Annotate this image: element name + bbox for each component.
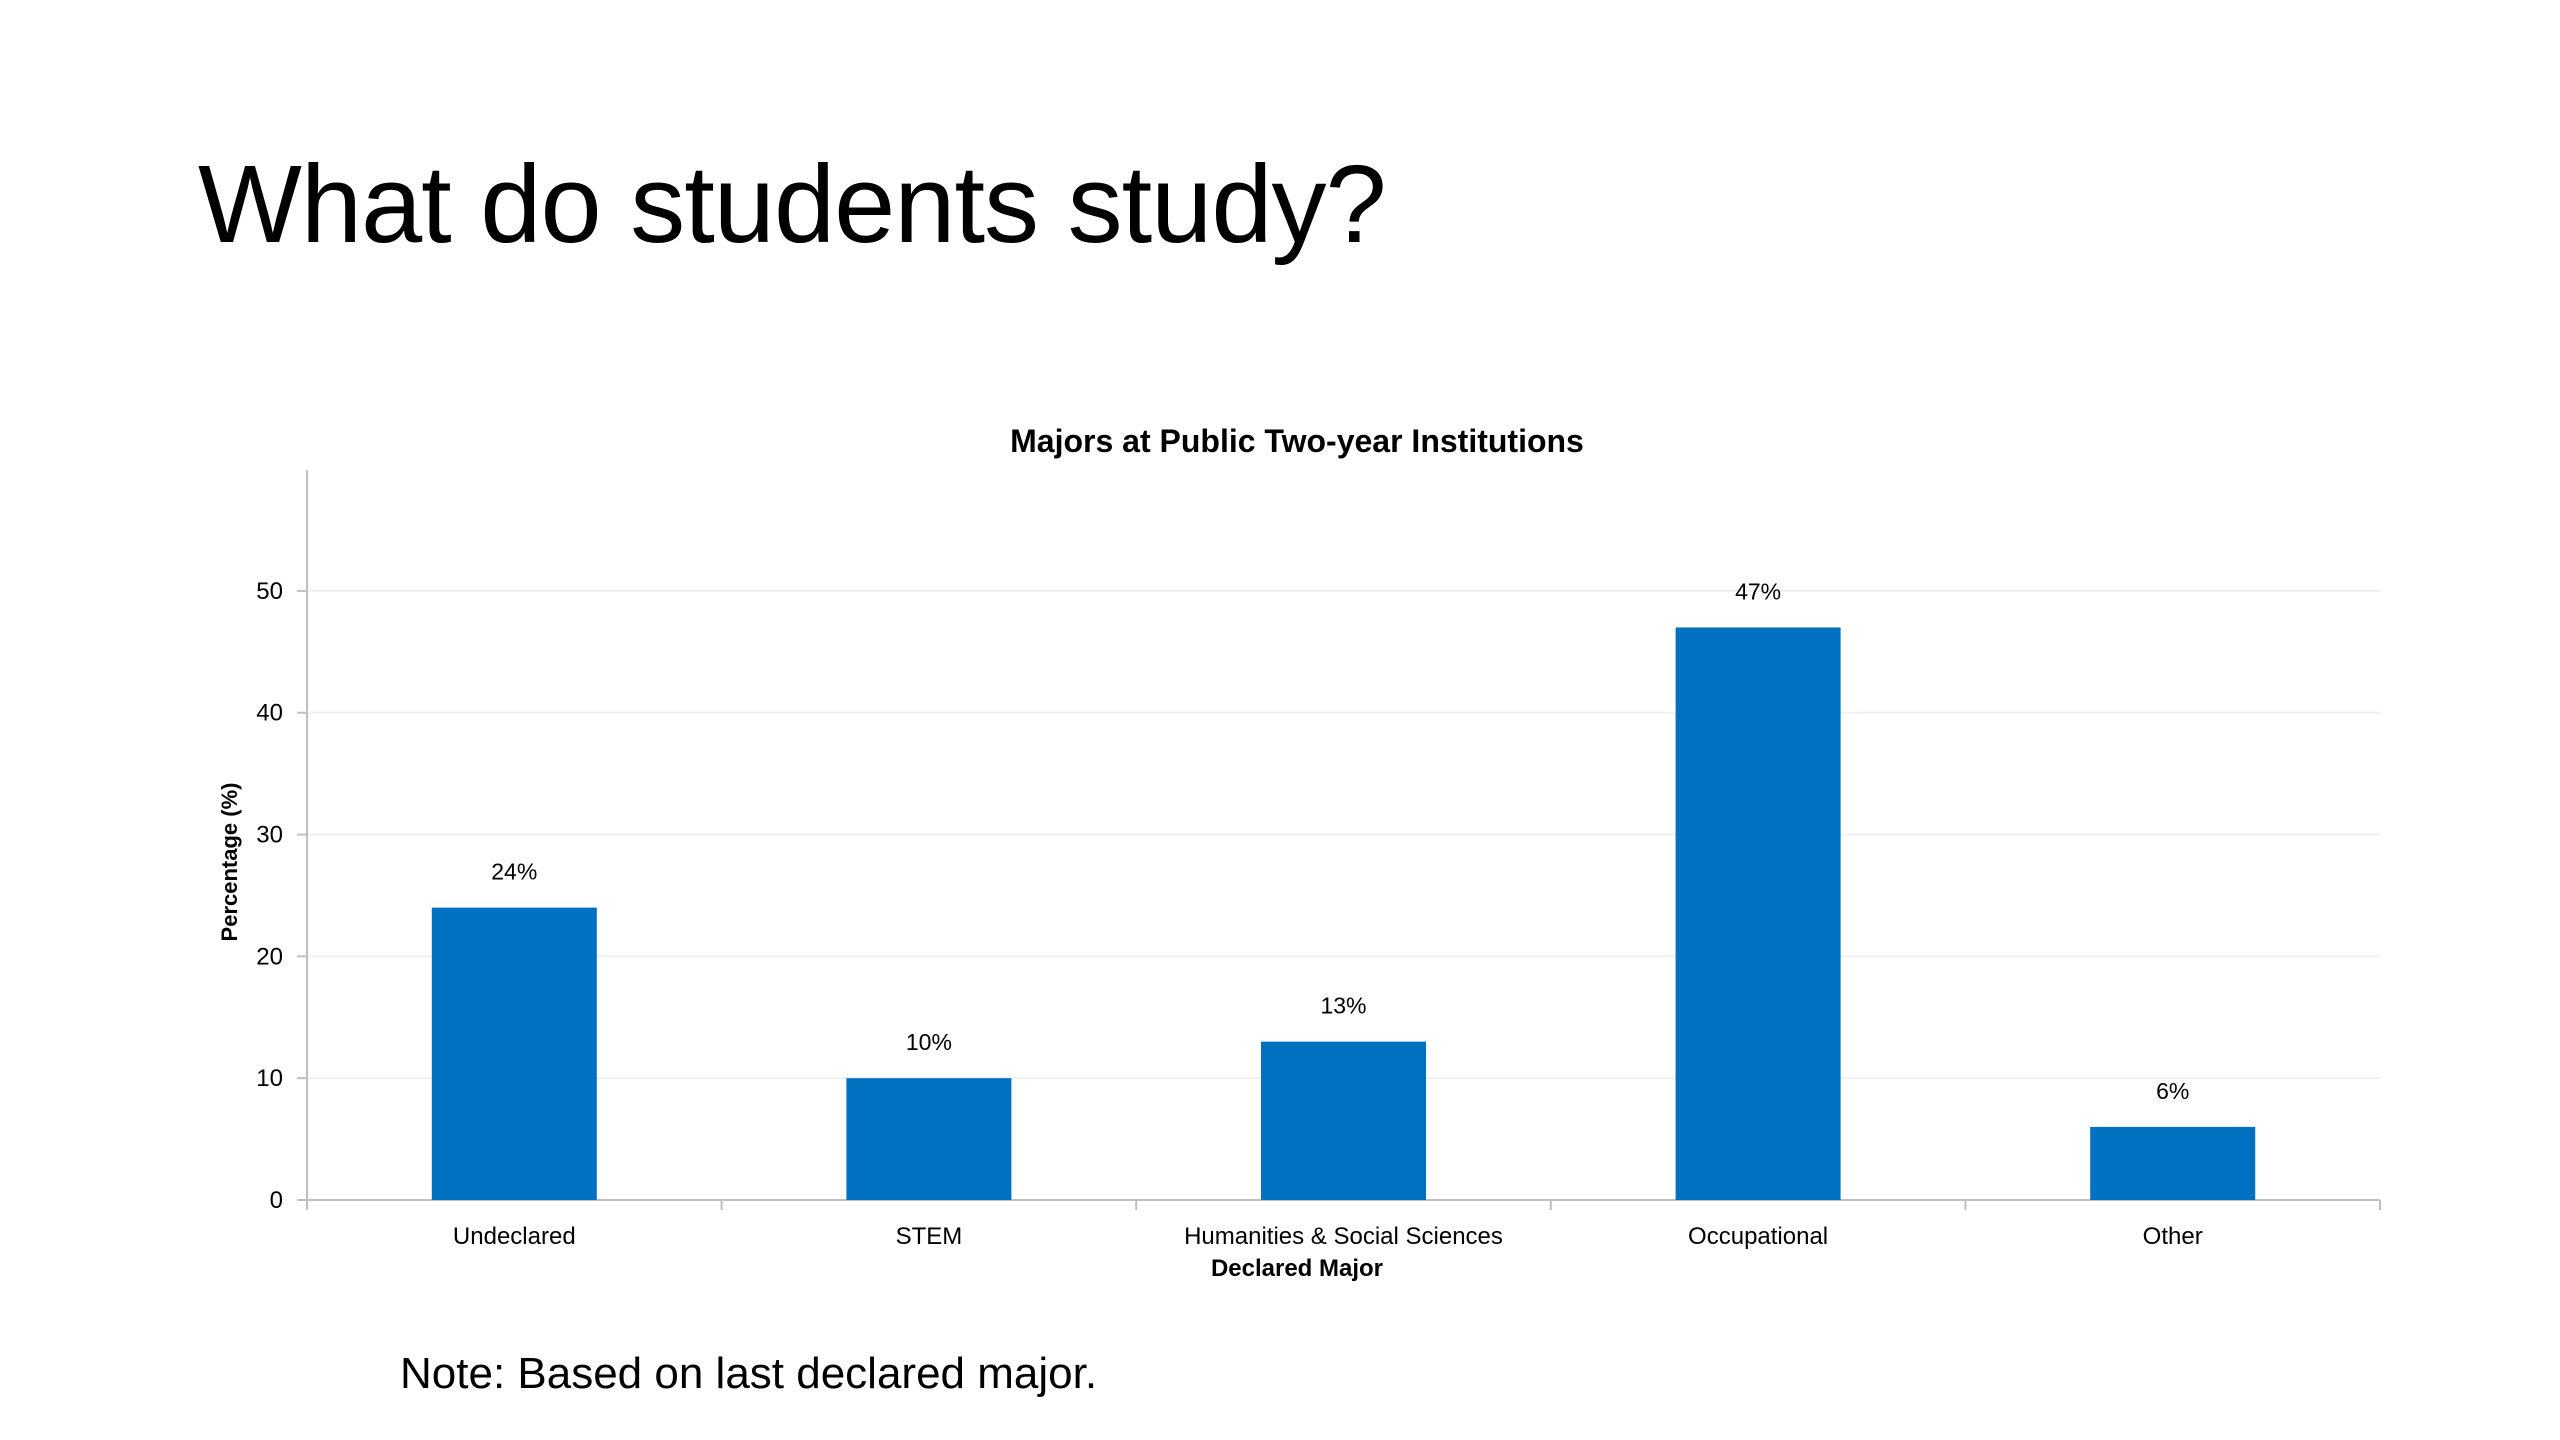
bar	[431, 907, 597, 1200]
category-label: Occupational	[1688, 1223, 1828, 1250]
bars	[431, 627, 2256, 1200]
category-labels: Undeclared STEM Humanities & Social Scienc…	[453, 1223, 2203, 1250]
category-label: Other	[2143, 1223, 2203, 1250]
footnote: Note: Based on last declared major.	[400, 1349, 1098, 1398]
category-label: Humanities & Social Sciences	[1184, 1223, 1503, 1250]
bar	[1261, 1041, 1426, 1200]
data-label: 47%	[1735, 578, 1781, 604]
slide-title: What do students study?	[198, 143, 1387, 266]
y-tick-label: 20	[256, 943, 283, 970]
y-tick-label: 0	[270, 1187, 283, 1214]
y-tick-label: 50	[256, 578, 283, 605]
data-label: 6%	[2156, 1078, 2189, 1104]
data-label: 24%	[491, 859, 537, 885]
gridlines	[307, 589, 2380, 1080]
data-label: 13%	[1320, 993, 1366, 1019]
y-tick-label: 40	[256, 700, 283, 727]
x-axis-title: Declared Major	[1211, 1255, 1383, 1282]
data-labels: 24% 10% 13% 47% 6%	[491, 578, 2189, 1103]
chart-title: Majors at Public Two-year Institutions	[1010, 423, 1584, 459]
y-tick-label: 30	[256, 822, 283, 849]
category-label: STEM	[896, 1223, 963, 1250]
bar	[846, 1078, 1012, 1200]
category-label: Undeclared	[453, 1223, 576, 1250]
y-axis: 0 10 20 30 40 50	[256, 470, 308, 1214]
x-axis	[306, 1199, 2381, 1210]
bar	[2090, 1126, 2256, 1200]
data-label: 10%	[906, 1029, 952, 1055]
y-axis-title: Percentage (%)	[217, 783, 242, 942]
y-tick-label: 10	[256, 1065, 283, 1092]
bar	[1675, 627, 1841, 1200]
